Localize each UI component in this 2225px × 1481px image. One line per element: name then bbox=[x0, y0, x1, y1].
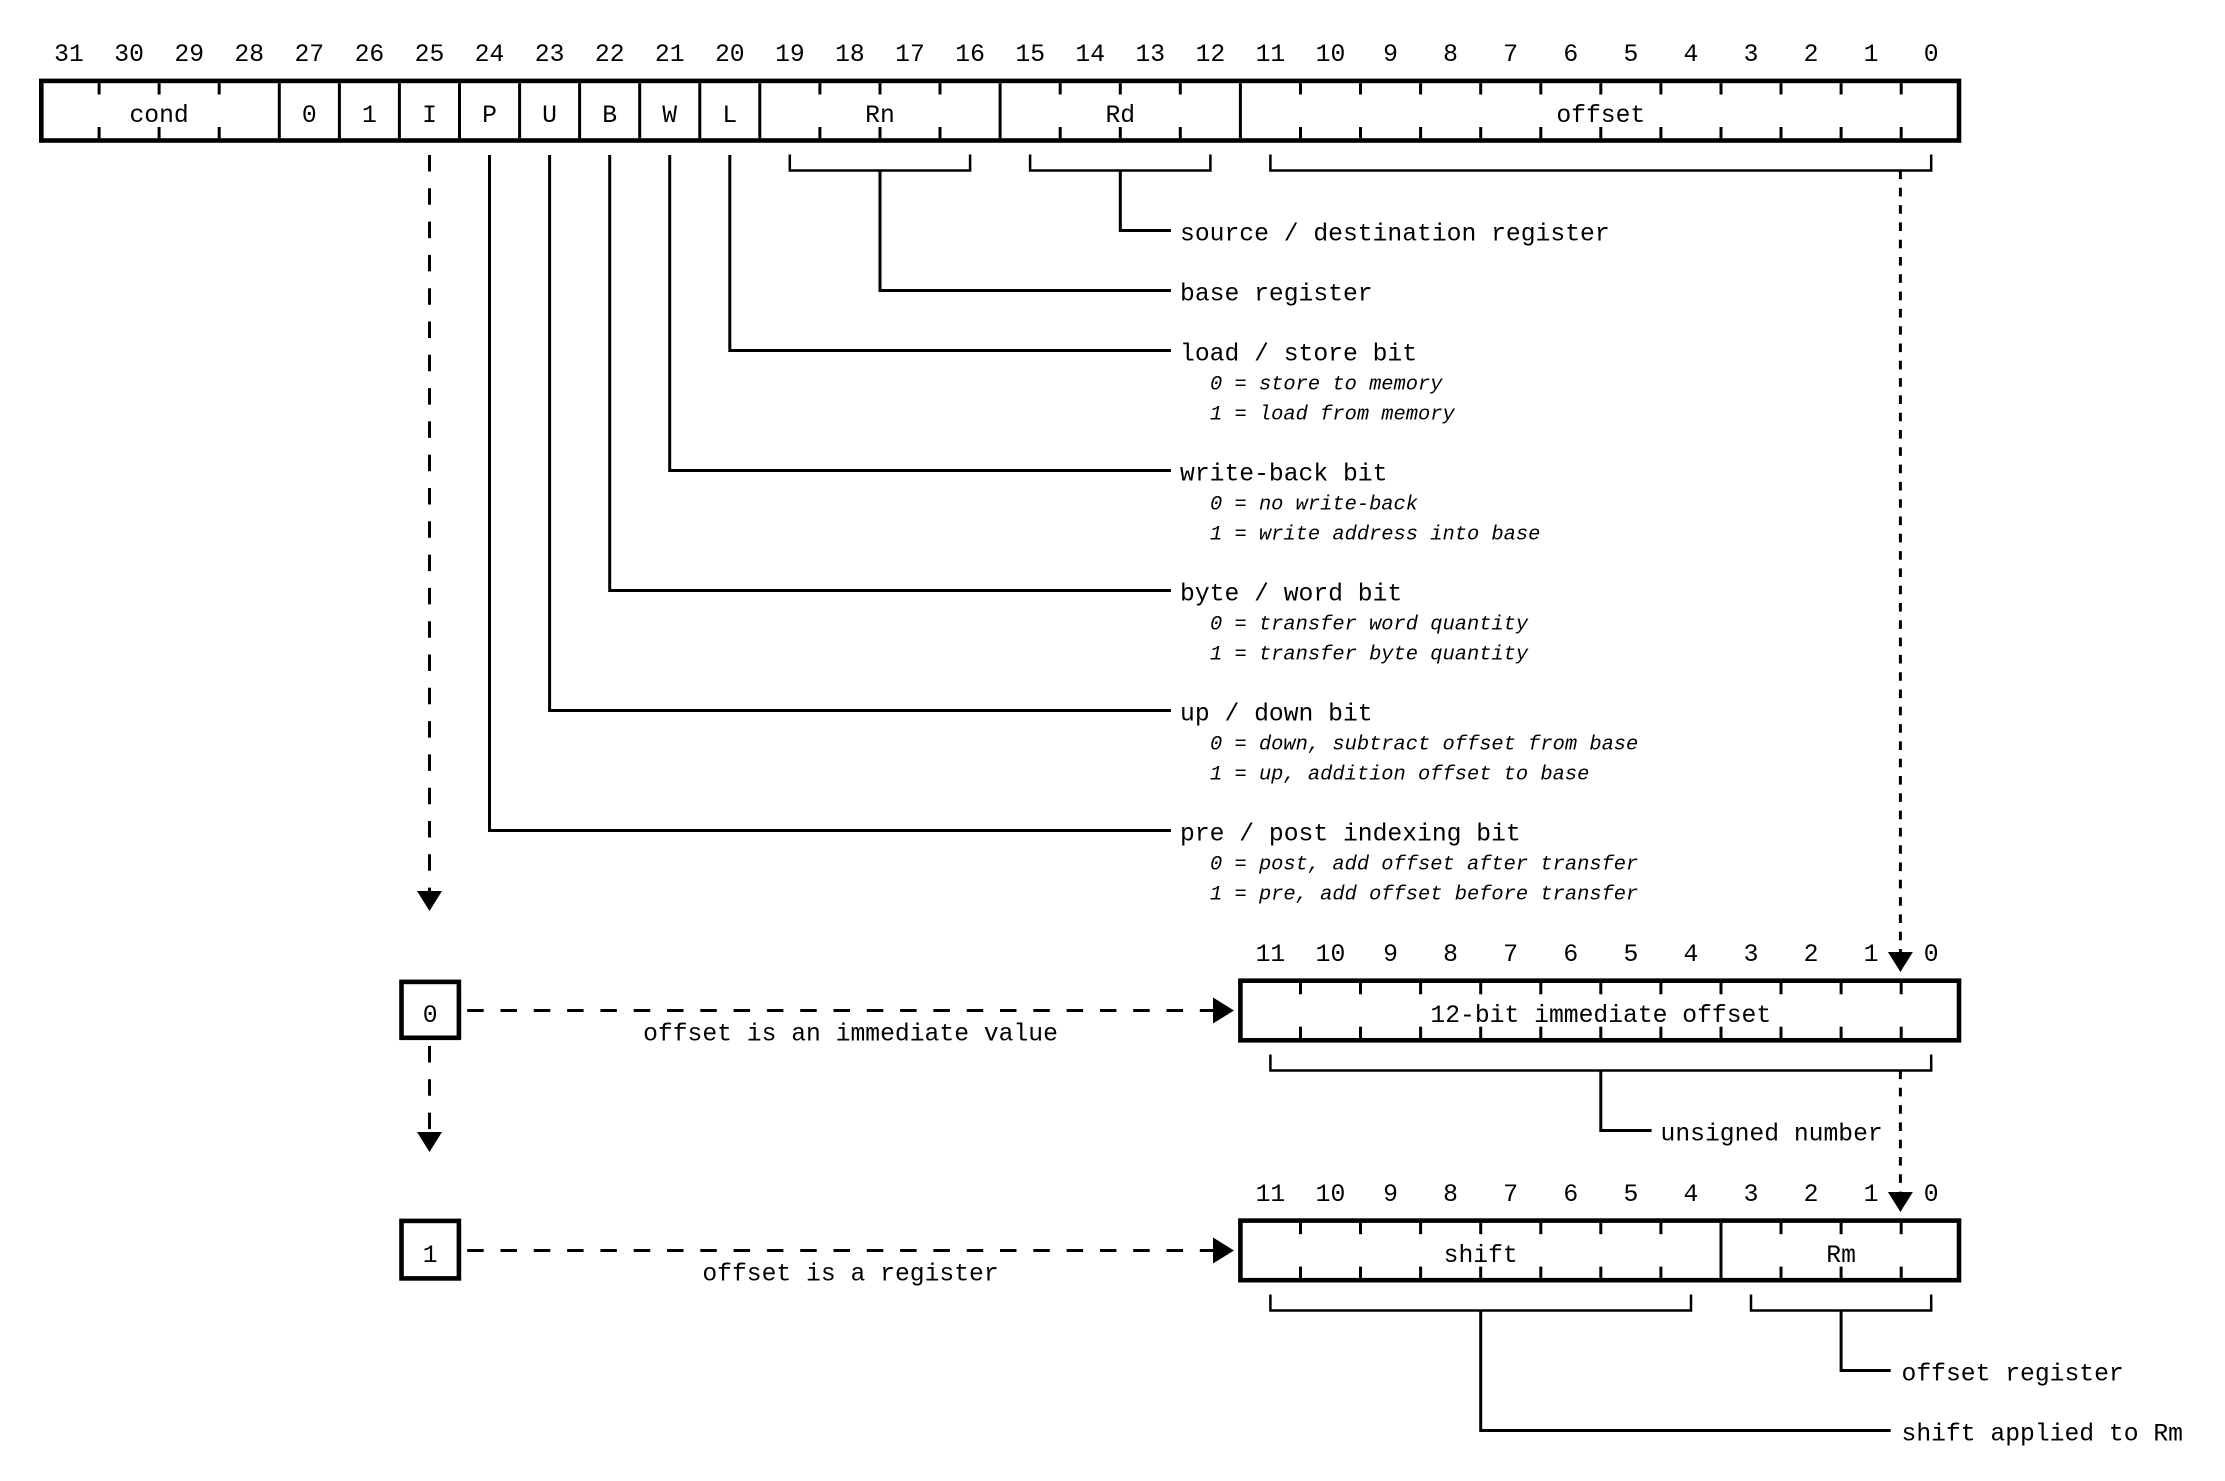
svg-text:1: 1 bbox=[362, 102, 377, 130]
svg-text:10: 10 bbox=[1316, 941, 1346, 969]
svg-text:cond: cond bbox=[129, 102, 188, 130]
svg-text:1 = load from memory: 1 = load from memory bbox=[1210, 404, 1455, 427]
svg-text:0: 0 bbox=[1924, 941, 1939, 969]
svg-text:3: 3 bbox=[1744, 1181, 1759, 1209]
svg-text:8: 8 bbox=[1443, 1181, 1458, 1209]
svg-text:0: 0 bbox=[423, 1002, 438, 1030]
svg-text:shift applied to Rm: shift applied to Rm bbox=[1902, 1421, 2183, 1449]
svg-text:1 = pre, add offset before tra: 1 = pre, add offset before transfer bbox=[1210, 884, 1638, 907]
svg-text:13: 13 bbox=[1135, 41, 1165, 69]
svg-text:24: 24 bbox=[475, 41, 505, 69]
svg-text:4: 4 bbox=[1683, 1181, 1698, 1209]
svg-text:1 = transfer byte quantity: 1 = transfer byte quantity bbox=[1210, 644, 1529, 667]
svg-text:27: 27 bbox=[294, 41, 324, 69]
svg-text:8: 8 bbox=[1443, 41, 1458, 69]
svg-text:0: 0 bbox=[1924, 1181, 1939, 1209]
svg-text:byte / word bit: byte / word bit bbox=[1180, 581, 1402, 609]
svg-text:21: 21 bbox=[655, 41, 685, 69]
svg-text:1 = write address into base: 1 = write address into base bbox=[1210, 524, 1540, 547]
svg-text:offset register: offset register bbox=[1902, 1361, 2124, 1389]
svg-text:6: 6 bbox=[1563, 941, 1578, 969]
svg-text:L: L bbox=[722, 102, 737, 130]
svg-text:0 = transfer word quantity: 0 = transfer word quantity bbox=[1210, 614, 1529, 637]
svg-text:4: 4 bbox=[1683, 41, 1698, 69]
svg-text:28: 28 bbox=[234, 41, 264, 69]
svg-text:1 = up, addition offset to bas: 1 = up, addition offset to base bbox=[1210, 764, 1589, 787]
svg-text:3: 3 bbox=[1744, 941, 1759, 969]
svg-text:0 = down, subtract offset from: 0 = down, subtract offset from base bbox=[1210, 734, 1638, 757]
svg-text:10: 10 bbox=[1316, 41, 1346, 69]
svg-text:11: 11 bbox=[1256, 941, 1286, 969]
svg-text:P: P bbox=[482, 102, 497, 130]
svg-text:12: 12 bbox=[1196, 41, 1226, 69]
svg-text:11: 11 bbox=[1256, 1181, 1286, 1209]
svg-text:unsigned number: unsigned number bbox=[1661, 1121, 1883, 1149]
svg-text:pre / post indexing bit: pre / post indexing bit bbox=[1180, 821, 1521, 849]
svg-text:16: 16 bbox=[955, 41, 985, 69]
svg-text:14: 14 bbox=[1075, 41, 1105, 69]
svg-text:23: 23 bbox=[535, 41, 565, 69]
svg-text:1: 1 bbox=[1864, 1181, 1879, 1209]
svg-text:7: 7 bbox=[1503, 1181, 1518, 1209]
svg-text:8: 8 bbox=[1443, 941, 1458, 969]
svg-text:offset is a register: offset is a register bbox=[702, 1261, 998, 1289]
svg-text:0 = store to memory: 0 = store to memory bbox=[1210, 374, 1443, 397]
svg-text:30: 30 bbox=[114, 41, 144, 69]
svg-text:write-back bit: write-back bit bbox=[1180, 461, 1387, 489]
svg-text:1: 1 bbox=[1864, 41, 1879, 69]
svg-text:6: 6 bbox=[1563, 1181, 1578, 1209]
svg-text:B: B bbox=[602, 102, 617, 130]
svg-text:W: W bbox=[662, 102, 677, 130]
svg-text:shift: shift bbox=[1444, 1242, 1518, 1270]
svg-text:4: 4 bbox=[1683, 941, 1698, 969]
svg-text:3: 3 bbox=[1744, 41, 1759, 69]
svg-text:0: 0 bbox=[1924, 41, 1939, 69]
svg-text:Rd: Rd bbox=[1105, 102, 1135, 130]
svg-text:Rm: Rm bbox=[1826, 1242, 1856, 1270]
svg-text:10: 10 bbox=[1316, 1181, 1346, 1209]
svg-text:Rn: Rn bbox=[865, 102, 895, 130]
svg-text:9: 9 bbox=[1383, 1181, 1398, 1209]
svg-text:5: 5 bbox=[1623, 941, 1638, 969]
svg-text:29: 29 bbox=[174, 41, 204, 69]
svg-text:U: U bbox=[542, 102, 557, 130]
svg-text:18: 18 bbox=[835, 41, 865, 69]
svg-text:9: 9 bbox=[1383, 941, 1398, 969]
svg-text:5: 5 bbox=[1623, 41, 1638, 69]
svg-text:6: 6 bbox=[1563, 41, 1578, 69]
svg-text:9: 9 bbox=[1383, 41, 1398, 69]
svg-text:base register: base register bbox=[1180, 281, 1373, 309]
svg-text:load / store bit: load / store bit bbox=[1180, 341, 1417, 369]
svg-text:up / down bit: up / down bit bbox=[1180, 701, 1373, 729]
svg-text:2: 2 bbox=[1804, 1181, 1819, 1209]
svg-text:19: 19 bbox=[775, 41, 805, 69]
svg-text:2: 2 bbox=[1804, 41, 1819, 69]
svg-text:15: 15 bbox=[1015, 41, 1045, 69]
svg-text:0 = post, add offset after tra: 0 = post, add offset after transfer bbox=[1210, 854, 1638, 877]
svg-text:1: 1 bbox=[423, 1242, 438, 1270]
svg-text:5: 5 bbox=[1623, 1181, 1638, 1209]
svg-text:20: 20 bbox=[715, 41, 745, 69]
svg-text:2: 2 bbox=[1804, 941, 1819, 969]
svg-text:I: I bbox=[422, 102, 437, 130]
svg-text:7: 7 bbox=[1503, 41, 1518, 69]
svg-text:17: 17 bbox=[895, 41, 925, 69]
svg-text:0 = no write-back: 0 = no write-back bbox=[1210, 494, 1419, 517]
svg-text:31: 31 bbox=[54, 41, 84, 69]
svg-text:22: 22 bbox=[595, 41, 625, 69]
svg-text:7: 7 bbox=[1503, 941, 1518, 969]
svg-text:11: 11 bbox=[1256, 41, 1286, 69]
svg-text:26: 26 bbox=[355, 41, 385, 69]
svg-text:25: 25 bbox=[415, 41, 445, 69]
svg-text:source / destination register: source / destination register bbox=[1180, 221, 1610, 249]
svg-text:offset is an immediate value: offset is an immediate value bbox=[643, 1021, 1058, 1049]
svg-text:1: 1 bbox=[1864, 941, 1879, 969]
svg-text:offset: offset bbox=[1556, 102, 1645, 130]
svg-text:12-bit immediate offset: 12-bit immediate offset bbox=[1430, 1002, 1771, 1030]
svg-text:0: 0 bbox=[302, 102, 317, 130]
